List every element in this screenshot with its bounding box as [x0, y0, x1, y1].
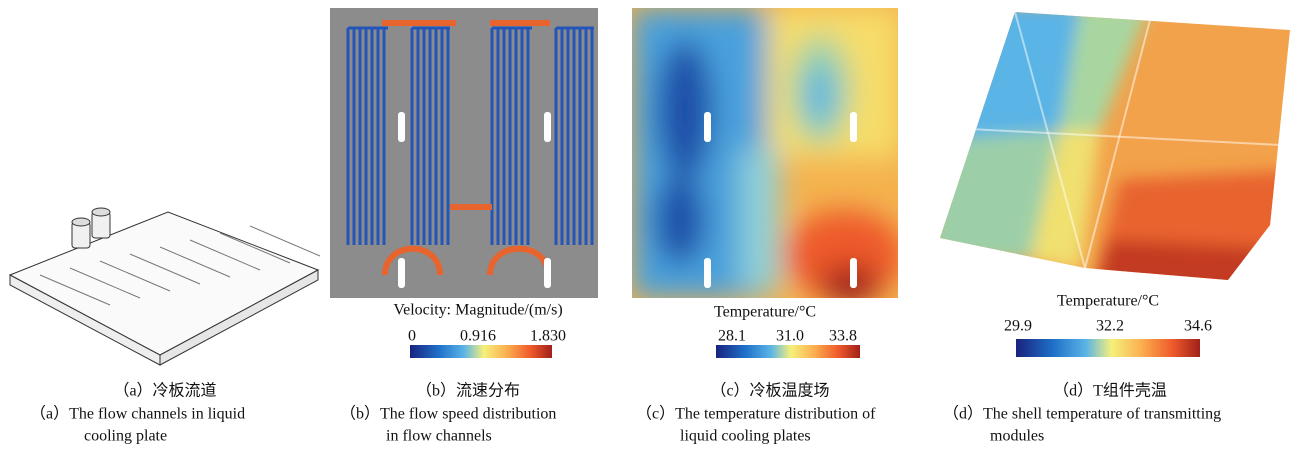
plate-groove	[189, 239, 261, 271]
plate-groove	[129, 253, 201, 285]
plate-groove	[159, 246, 231, 278]
caption-en: （a）The flow channels in liquid	[30, 405, 245, 423]
caption-zh: （c）冷板温度场	[710, 382, 829, 400]
caption-zh: （d）T组件壳温	[1053, 382, 1167, 400]
plate-groove	[219, 232, 291, 264]
colorbar-title: Velocity: Magnitude/(m/s)	[393, 302, 562, 319]
plate-groove	[99, 260, 171, 292]
colorbar-title: Temperature/°C	[1057, 293, 1159, 310]
plate-groove	[249, 225, 321, 257]
caption-en: liquid cooling plates	[680, 428, 811, 445]
caption-zh: （a）冷板流道	[113, 382, 216, 400]
channel	[490, 20, 550, 26]
colorbar-tick: 0.916	[460, 328, 496, 345]
channel	[450, 204, 492, 210]
velocity-field	[330, 8, 598, 298]
plate-groove	[39, 274, 111, 306]
colorbar-tick: 1.830	[530, 328, 566, 345]
shell-temperature	[940, 12, 1290, 280]
hole	[398, 112, 405, 142]
colorbar	[716, 345, 860, 358]
temperature-field	[632, 8, 898, 298]
hole	[544, 112, 551, 142]
plate-groove	[69, 267, 141, 299]
colorbar-tick: 0	[408, 328, 416, 345]
connector	[71, 207, 111, 249]
channel	[382, 20, 456, 26]
colorbar	[410, 345, 552, 358]
flow-channels	[346, 20, 594, 288]
colorbar-tick: 34.6	[1184, 318, 1212, 335]
colorbar-title: Temperature/°C	[714, 304, 816, 321]
hole	[544, 258, 551, 288]
caption-en: （b）The flow speed distribution	[340, 405, 556, 423]
caption-en: cooling plate	[84, 428, 167, 445]
caption-en: （c）The temperature distribution of	[636, 405, 876, 423]
caption-zh: （b）流速分布	[416, 382, 520, 400]
colorbar-tick: 31.0	[776, 328, 804, 345]
colorbar-tick: 29.9	[1004, 318, 1032, 335]
caption-en: modules	[990, 428, 1044, 445]
cooling-plate-drawing	[8, 207, 321, 366]
colorbar-tick: 32.2	[1096, 318, 1124, 335]
channel	[382, 245, 443, 276]
colorbar-tick: 28.1	[718, 328, 746, 345]
hole	[398, 258, 405, 288]
caption-en: in flow channels	[386, 428, 492, 445]
colorbar-tick: 33.8	[829, 328, 857, 345]
colorbar	[1016, 339, 1200, 357]
caption-en: （d）The shell temperature of transmitting	[943, 405, 1221, 423]
